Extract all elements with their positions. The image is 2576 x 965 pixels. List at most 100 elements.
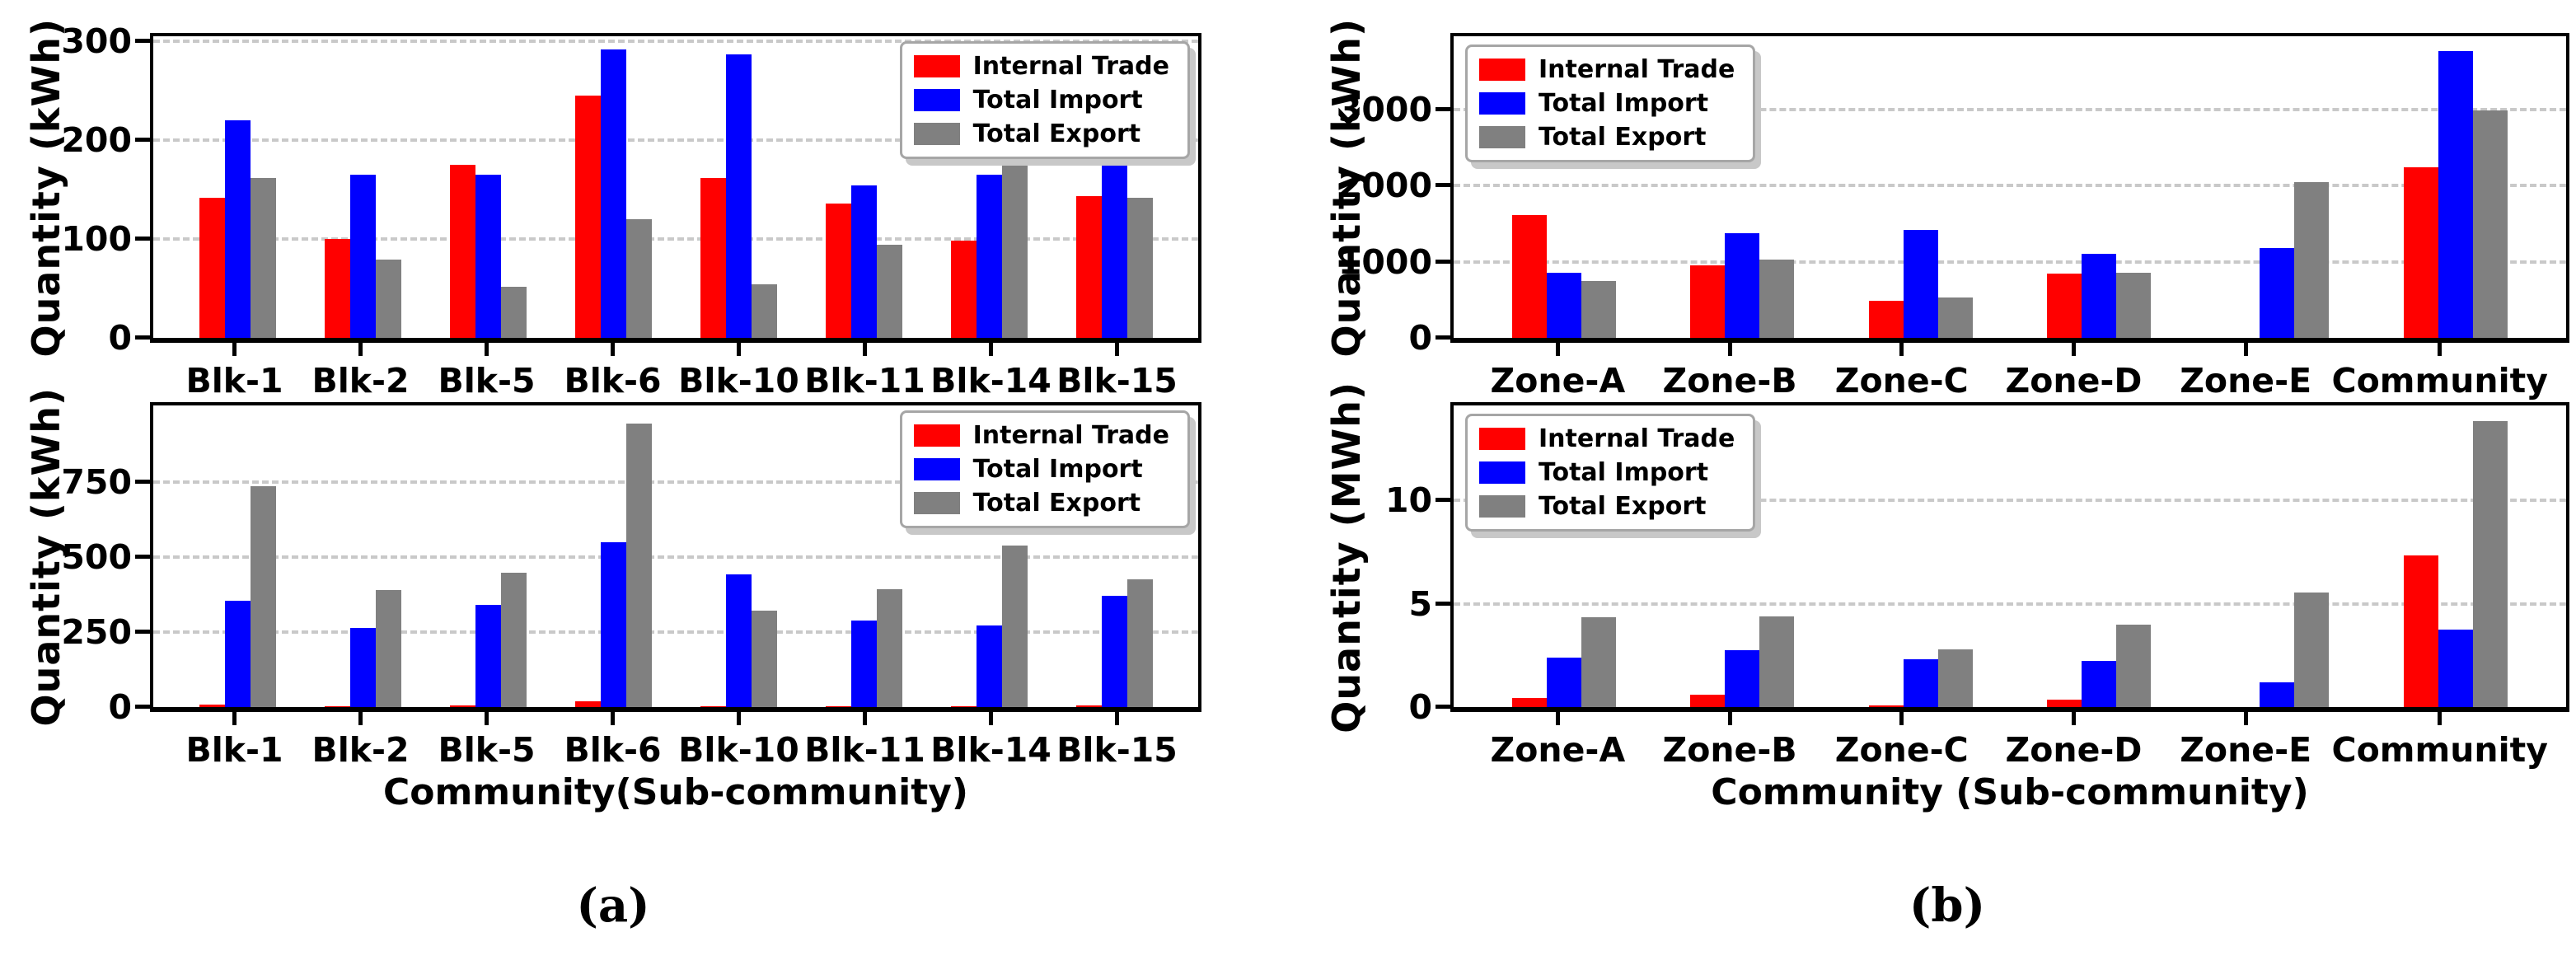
y-tick-label: 5	[1408, 583, 1432, 624]
legend: Internal Trade Total Import Total Export	[1465, 414, 1756, 532]
legend-item: Total Export	[1479, 123, 1735, 152]
figure-b-caption: (b)	[1909, 878, 1986, 933]
legend-item: Internal Trade	[913, 52, 1169, 81]
x-tick-mark	[232, 712, 237, 725]
x-tick-cell: Blk-5	[424, 712, 550, 770]
plot-area: Internal Trade Total Import Total Export	[1450, 402, 2569, 712]
legend-label: Total Import	[1539, 89, 1709, 118]
x-tick-mark	[2438, 343, 2443, 356]
x-tick-cell: Blk-5	[424, 343, 550, 401]
legend-swatch-icon	[1479, 461, 1525, 484]
y-tick-mark	[1436, 601, 1450, 606]
bar-total-export	[2472, 110, 2508, 338]
x-tick-cell: Zone-D	[1988, 343, 2160, 401]
gridline	[153, 138, 1198, 142]
x-tick-mark	[611, 712, 615, 725]
bar-total-import	[1547, 272, 1582, 338]
y-tick-mark	[1436, 335, 1450, 340]
x-tick-mark	[1555, 712, 1560, 725]
bar-group-zone-d	[2010, 36, 2188, 338]
bar-internal-trade	[574, 700, 601, 707]
x-tick-label: Blk-11	[804, 361, 925, 401]
x-tick-mark	[2071, 343, 2076, 356]
legend: Internal Trade Total Import Total Export	[899, 41, 1190, 159]
legend-item: Total Export	[913, 489, 1169, 518]
legend-swatch-icon	[913, 424, 960, 447]
x-tick-cell: Zone-B	[1644, 712, 1816, 770]
x-tick-label: Zone-B	[1662, 730, 1797, 770]
legend: Internal Trade Total Import Total Export	[899, 410, 1190, 528]
x-tick-mark	[1899, 712, 1904, 725]
y-axis-ticks: 0 250 500 750	[61, 402, 150, 727]
y-tick-mark	[135, 554, 150, 559]
legend-label: Total Export	[1539, 123, 1707, 152]
x-tick-mark	[989, 712, 993, 725]
x-tick-mark	[2071, 712, 2076, 725]
gridline	[153, 480, 1198, 484]
bar-total-import	[2260, 247, 2295, 338]
bar-total-export	[751, 611, 777, 707]
plot-area: Internal Trade Total Import Total Export	[1450, 33, 2569, 343]
bar-total-export	[1126, 579, 1153, 707]
bar-total-export	[1581, 616, 1617, 707]
y-tick-label: 0	[1408, 687, 1432, 727]
bar-total-import	[1725, 650, 1760, 707]
gridline	[1454, 184, 2566, 188]
bar-total-export	[1001, 546, 1028, 707]
bar-internal-trade	[2047, 700, 2082, 707]
x-tick-label: Zone-C	[1834, 730, 1969, 770]
bar-group-blk-14	[926, 405, 1051, 707]
y-tick-mark	[135, 39, 150, 43]
bar-internal-trade	[199, 197, 225, 338]
legend-label: Total Import	[1539, 458, 1709, 487]
bar-total-import	[2438, 50, 2473, 338]
x-tick-label: Blk-11	[804, 730, 925, 770]
bar-internal-trade	[825, 203, 851, 338]
legend-label: Internal Trade	[1539, 424, 1735, 453]
x-tick-label: Zone-E	[2180, 361, 2312, 401]
legend-label: Total Import	[972, 86, 1143, 115]
y-tick-label: 0	[108, 687, 132, 727]
legend-item: Total Export	[913, 119, 1169, 148]
x-tick-cell: Blk-11	[802, 712, 928, 770]
bars-layer	[1454, 36, 2566, 338]
bar-internal-trade	[449, 705, 475, 707]
bar-total-import	[475, 605, 501, 707]
y-tick-mark	[1436, 259, 1450, 264]
y-tick-mark	[1436, 106, 1450, 111]
y-axis-label-column: Quantity (MWh)	[1324, 382, 1369, 733]
bar-total-import	[2082, 660, 2117, 707]
gridline	[153, 237, 1198, 241]
x-axis-label: Community (Sub-community)	[1711, 771, 2309, 813]
bar-internal-trade	[700, 177, 726, 338]
y-tick-mark	[1436, 705, 1450, 709]
x-axis-ticks: Blk-1 Blk-2 Blk-5 Blk-6 Blk-10 Blk-11 Blk-14 Bl…	[150, 343, 1201, 401]
gridline	[1454, 260, 2566, 264]
bar-total-import	[475, 175, 501, 338]
x-tick-cell: Zone-B	[1644, 343, 1816, 401]
x-tick-mark	[989, 343, 993, 356]
bar-internal-trade	[950, 241, 977, 338]
y-tick-label: 10	[1384, 480, 1432, 521]
y-tick-mark	[135, 629, 150, 634]
x-tick-label: Zone-E	[2180, 730, 2312, 770]
legend-swatch-icon	[913, 55, 960, 77]
x-tick-mark	[358, 712, 363, 725]
legend-swatch-icon	[913, 123, 960, 145]
bar-group-zone-b	[1653, 405, 1831, 707]
legend-label: Total Import	[972, 455, 1143, 484]
bar-group-blk-6	[550, 36, 676, 338]
bar-total-import	[349, 627, 376, 707]
bar-total-import	[725, 54, 752, 338]
y-tick-mark	[135, 237, 150, 241]
x-tick-label: Blk-5	[438, 730, 536, 770]
x-tick-cell: Blk-2	[297, 712, 424, 770]
bars-layer	[153, 36, 1198, 338]
x-tick-label: Blk-6	[564, 361, 662, 401]
y-tick-mark	[135, 138, 150, 142]
bar-total-export	[625, 423, 652, 707]
x-tick-mark	[2243, 343, 2248, 356]
x-tick-cell: Blk-15	[1054, 343, 1180, 401]
x-axis-label: Community(Sub-community)	[382, 771, 969, 813]
bar-total-export	[250, 177, 276, 338]
